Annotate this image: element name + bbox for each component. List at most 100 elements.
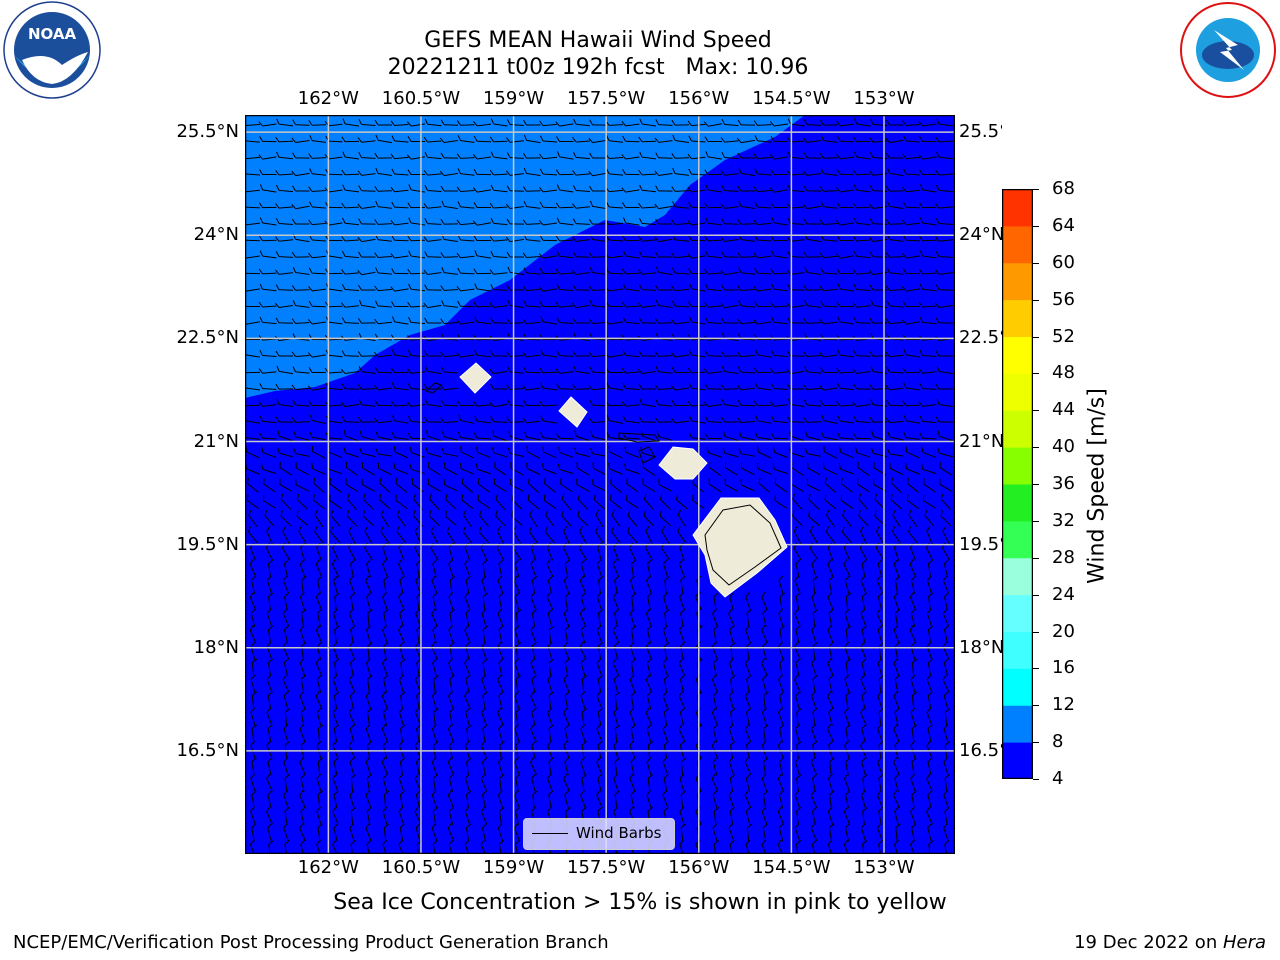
- wind-barb: [316, 773, 322, 792]
- wind-barb: [541, 463, 557, 475]
- wind-barb: [786, 136, 805, 143]
- wind-barb: [823, 445, 837, 459]
- wind-barb: [803, 384, 822, 391]
- wind-barb: [761, 806, 768, 825]
- colorbar-segment: [1002, 373, 1033, 411]
- wind-barb: [629, 674, 636, 693]
- wind-barb: [556, 383, 574, 390]
- wind-barb: [431, 724, 438, 743]
- wind-barb: [432, 773, 439, 792]
- wind-barb: [795, 806, 802, 825]
- wind-barb: [943, 625, 949, 644]
- wind-barb: [539, 268, 558, 275]
- lat-tick-label-left: 16.5°N: [176, 739, 239, 761]
- colorbar-segment: [1002, 447, 1033, 485]
- wind-barb: [842, 509, 852, 527]
- wind-barb: [481, 790, 488, 809]
- wind-barb: [919, 283, 937, 292]
- wind-barb: [774, 494, 788, 509]
- wind-barb: [308, 367, 327, 374]
- wind-barb: [357, 384, 376, 390]
- wind-barb: [423, 136, 442, 143]
- wind-barb: [292, 185, 310, 192]
- wind-barb: [853, 250, 871, 259]
- wind-barb: [704, 269, 723, 275]
- wind-barb: [448, 839, 454, 854]
- wind-barb: [276, 398, 293, 408]
- wind-barb: [885, 219, 904, 225]
- wind-barb: [349, 790, 355, 809]
- wind-barb: [514, 724, 520, 743]
- wind-barb: [350, 625, 356, 644]
- wind-barb: [654, 417, 673, 423]
- wind-barb: [427, 478, 441, 492]
- wind-barb: [496, 526, 505, 544]
- wind-barb: [911, 790, 917, 809]
- wind-barb: [349, 823, 355, 842]
- wind-barb: [268, 592, 274, 611]
- wind-barb: [852, 169, 871, 176]
- wind-barb: [926, 707, 933, 726]
- wind-barb: [250, 608, 256, 627]
- wind-barb: [349, 724, 355, 743]
- wind-barb: [903, 349, 920, 358]
- wind-barb: [513, 575, 521, 594]
- wind-barb: [705, 250, 723, 259]
- wind-barb: [844, 707, 850, 726]
- wind-barb: [654, 203, 673, 210]
- wind-barb: [596, 757, 603, 776]
- wind-barb: [307, 352, 326, 358]
- wind-barb: [819, 153, 838, 159]
- wind-barb: [432, 559, 438, 578]
- wind-barb: [886, 300, 904, 308]
- wind-barb: [894, 806, 900, 825]
- wind-barb: [580, 790, 586, 809]
- wind-barb: [482, 625, 488, 644]
- wind-barb: [737, 185, 756, 192]
- wind-barb: [713, 625, 719, 644]
- wind-barb: [367, 675, 373, 694]
- wind-barb-legend: Wind Barbs: [523, 818, 675, 850]
- wind-barb: [836, 201, 855, 209]
- wind-barb: [746, 707, 752, 726]
- wind-barb: [792, 493, 803, 511]
- wind-barb: [679, 806, 685, 825]
- wind-barb: [398, 707, 405, 726]
- wind-barb: [572, 317, 590, 324]
- wind-barb: [414, 707, 422, 726]
- wind-barb: [943, 559, 949, 578]
- wind-barb: [654, 170, 673, 176]
- wind-barb: [878, 806, 884, 825]
- wind-barb: [497, 674, 504, 693]
- wind-barb: [561, 510, 572, 527]
- wind-barb: [308, 120, 327, 126]
- wind-barb: [374, 366, 393, 374]
- wind-barb: [630, 724, 636, 743]
- wind-barb: [729, 625, 735, 644]
- wind-barb: [936, 398, 953, 408]
- wind-barb: [885, 137, 904, 144]
- wind-barb: [340, 401, 359, 408]
- wind-barb: [845, 790, 851, 809]
- wind-barb: [398, 559, 405, 578]
- wind-barb: [341, 416, 360, 423]
- wind-barb: [761, 740, 768, 759]
- wind-barb: [464, 625, 471, 644]
- wind-barb: [279, 478, 293, 492]
- wind-barb: [935, 416, 954, 423]
- wind-barb: [737, 399, 756, 407]
- wind-barb: [408, 250, 426, 259]
- wind-barb: [796, 708, 802, 727]
- wind-barb: [645, 608, 653, 627]
- wind-barb: [498, 724, 504, 743]
- wind-barb: [308, 186, 327, 192]
- wind-barb: [787, 416, 805, 423]
- wind-barb: [465, 674, 471, 693]
- wind-barb: [494, 461, 507, 476]
- wind-barb: [787, 151, 805, 160]
- wind-barb: [810, 790, 818, 809]
- wind-barb: [703, 121, 722, 127]
- wind-barb: [943, 757, 949, 776]
- wind-barb: [545, 526, 555, 544]
- wind-barb: [753, 367, 772, 374]
